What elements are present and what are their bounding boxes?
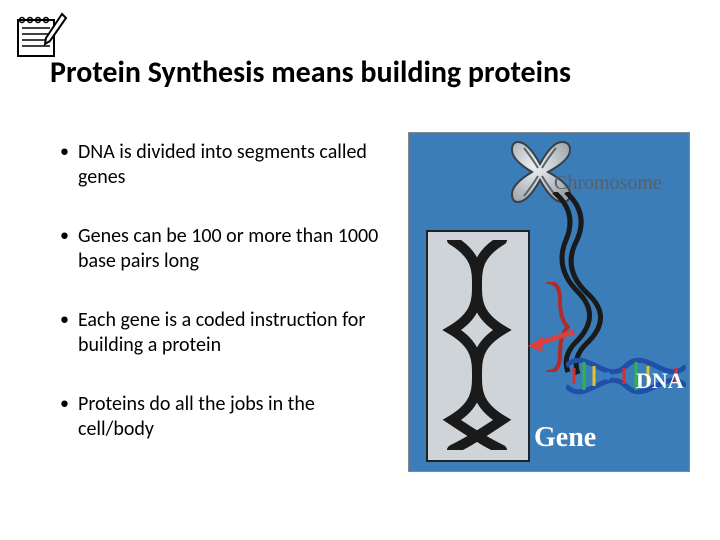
bullet-item: • Each gene is a coded instruction for b… (60, 308, 390, 358)
bullet-item: • Proteins do all the jobs in the cell/b… (60, 392, 390, 442)
bullet-list: • DNA is divided into segments called ge… (60, 140, 390, 476)
gene-label: Gene (534, 422, 596, 454)
bullet-text: DNA is divided into segments called gene… (78, 140, 390, 190)
gene-helix-icon (432, 240, 522, 450)
bullet-text: Genes can be 100 or more than 1000 base … (78, 224, 390, 274)
dna-label: DNA (636, 368, 684, 394)
chromosome-diagram: Chromosome DNA Gene (408, 132, 688, 470)
slide: Protein Synthesis means building protein… (0, 0, 720, 540)
bullet-item: • Genes can be 100 or more than 1000 bas… (60, 224, 390, 274)
bullet-item: • DNA is divided into segments called ge… (60, 140, 390, 190)
notepad-icon (12, 10, 72, 60)
bullet-text: Each gene is a coded instruction for bui… (78, 308, 390, 358)
chromosome-label: Chromosome (554, 172, 662, 195)
slide-title: Protein Synthesis means building protein… (50, 56, 690, 89)
bullet-text: Proteins do all the jobs in the cell/bod… (78, 392, 390, 442)
